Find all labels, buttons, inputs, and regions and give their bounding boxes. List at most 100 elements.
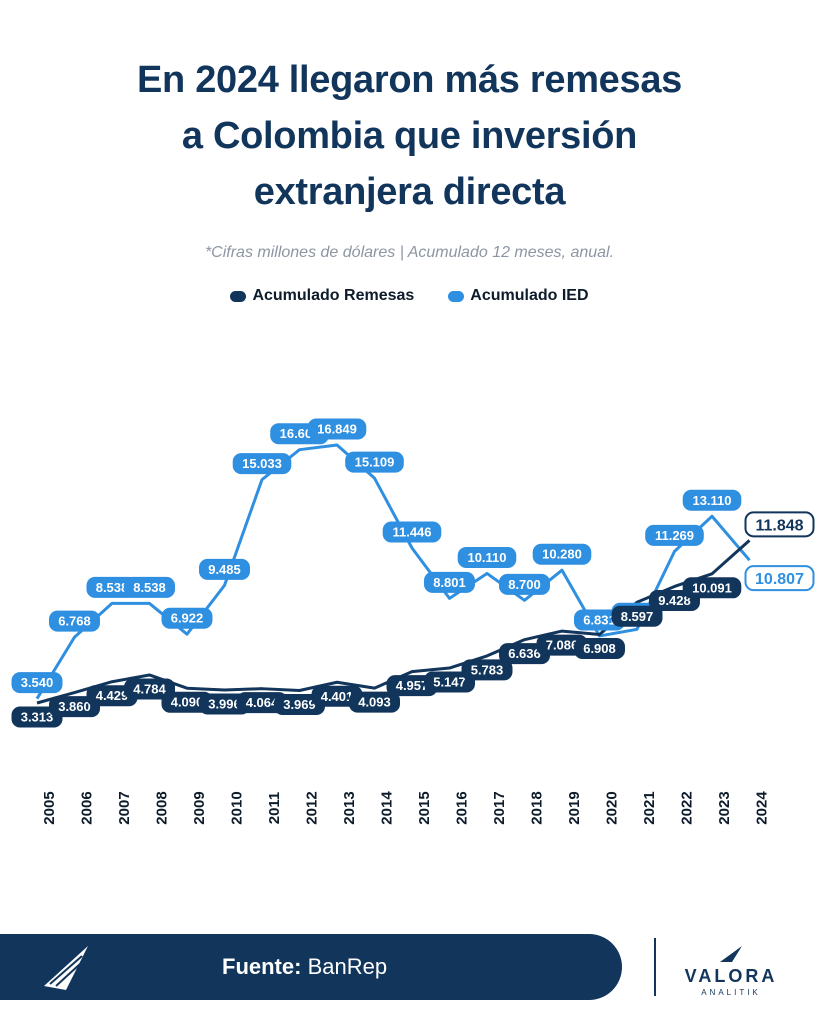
legend-swatch-ied [448,290,465,302]
legend-item-remesas: Acumulado Remesas [230,287,414,305]
x-tick-label: 2014 [379,791,396,825]
data-label-box-ied [424,571,475,593]
data-label-ied: 11.269 [655,528,694,543]
data-label-remesas: 6.636 [508,646,541,661]
data-label-box-ied [124,576,175,598]
data-label-ied: 10.110 [467,550,506,565]
data-label-box-remesas [682,577,742,599]
data-label-box-remesas [461,659,513,681]
data-label-box-ied [499,573,550,595]
data-label-box-ied [161,607,213,629]
data-label-remesas: 5.147 [433,675,466,690]
data-label-box-ied [645,524,704,546]
data-label-ied: 6.768 [58,614,91,629]
x-tick-label: 2024 [754,791,771,825]
data-label-box-ied [345,451,404,473]
data-label-ied: 10.807 [755,571,804,588]
data-label-ied: 8.801 [433,575,466,590]
data-label-box-ied [382,521,442,543]
data-label-remesas: 4.401 [321,689,354,704]
data-label-remesas: 3.969 [283,697,316,712]
series-line-ied [35,443,751,700]
x-tick-label: 2013 [341,791,358,824]
brand-name: VALORA [684,966,778,986]
data-label-box-remesas [611,605,663,627]
data-label-ied: 13.110 [692,493,731,508]
data-label-box-remesas [744,511,815,538]
data-label-ied: 8.538 [133,580,166,595]
chart-subtitle: *Cifras millones de dólares | Acumulado … [204,244,615,261]
chart-title: En 2024 llegaron más remesas a Colombia … [0,52,819,220]
data-label-box-remesas [349,691,400,713]
data-label-ied: 9.485 [208,562,241,577]
data-label-remesas: 4.090 [171,695,204,710]
x-tick-label: 2010 [229,791,246,824]
data-label-remesas: 3.996 [208,696,241,711]
x-tick-label: 2017 [491,791,508,824]
data-label-remesas: 4.093 [358,695,391,710]
data-label-remesas: 9.428 [658,593,691,608]
brand-logo-icon [720,946,742,962]
x-tick-label: 2006 [79,791,96,824]
legend-label-remesas: Acumulado Remesas [252,287,415,304]
x-tick-label: 2019 [566,791,583,824]
data-label-box-remesas [574,637,625,659]
data-label-ied: 10.280 [542,547,582,562]
data-label-box-ied [457,546,517,568]
data-label-box-ied [199,558,250,580]
x-tick-label: 2005 [41,791,58,824]
x-tick-label: 2008 [154,791,171,824]
x-tick-label: 2015 [416,791,433,824]
data-label-remesas: 5.783 [471,662,504,677]
brand-sub: ANALITIK [701,988,761,997]
x-tick-label: 2018 [529,791,546,824]
data-label-remesas: 4.957 [396,678,429,693]
x-tick-label: 2021 [641,791,658,824]
x-tick-label: 2009 [191,791,208,824]
legend-label-ied: Acumulado IED [470,287,589,304]
data-label-remesas: 4.064 [246,695,279,710]
data-label-remesas: 3.860 [58,699,91,714]
title-line-2: a Colombia que inversión [181,115,638,157]
data-label-box-ied [11,672,63,694]
data-label-remesas: 8.597 [621,609,654,624]
footer-source: Fuente: BanRep [222,934,387,1000]
legend-swatch-remesas [230,290,247,302]
data-label-box-ied [307,418,367,440]
data-label-ied: 8.538 [96,580,129,595]
data-label-remesas: 4.429 [96,688,129,703]
data-label-remesas: 11.848 [755,517,803,534]
x-tick-label: 2007 [116,791,133,824]
footer-band [0,934,622,1000]
legend-item-ied: Acumulado IED [448,287,589,305]
data-label-ied: 11.446 [392,524,431,539]
source-value: BanRep [307,954,388,979]
x-tick-label: 2020 [604,791,621,824]
title-line-1: En 2024 llegaron más remesas [136,59,683,101]
x-tick-label: 2022 [679,791,696,824]
data-label-remesas: 6.908 [583,641,616,656]
source-label: Fuente: [222,954,302,979]
x-tick-label: 2016 [454,791,471,824]
x-tick-label: 2023 [716,791,733,824]
data-label-box-ied [49,610,100,632]
data-label-box-remesas [49,696,100,718]
data-label-ied: 15.109 [355,455,395,470]
logo-wing-icon [44,946,88,990]
title-line-3: extranjera directa [253,171,566,213]
data-label-box-ied [532,543,592,565]
data-label-box-ied [744,565,815,592]
data-label-ied: 6.922 [171,611,204,626]
x-tick-label: 2012 [304,791,321,824]
data-label-ied: 15.033 [242,456,282,471]
data-label-ied: 6.831 [583,612,616,627]
data-label-remesas: 10.091 [692,580,732,595]
data-label-box-ied [232,453,292,475]
data-label-remesas: 7.086 [546,638,579,653]
data-label-box-ied [682,489,742,511]
data-label-remesas: 3.313 [21,710,54,725]
data-label-remesas: 4.784 [133,681,166,696]
data-label-box-remesas [124,678,175,700]
x-tick-label: 2011 [266,792,283,825]
